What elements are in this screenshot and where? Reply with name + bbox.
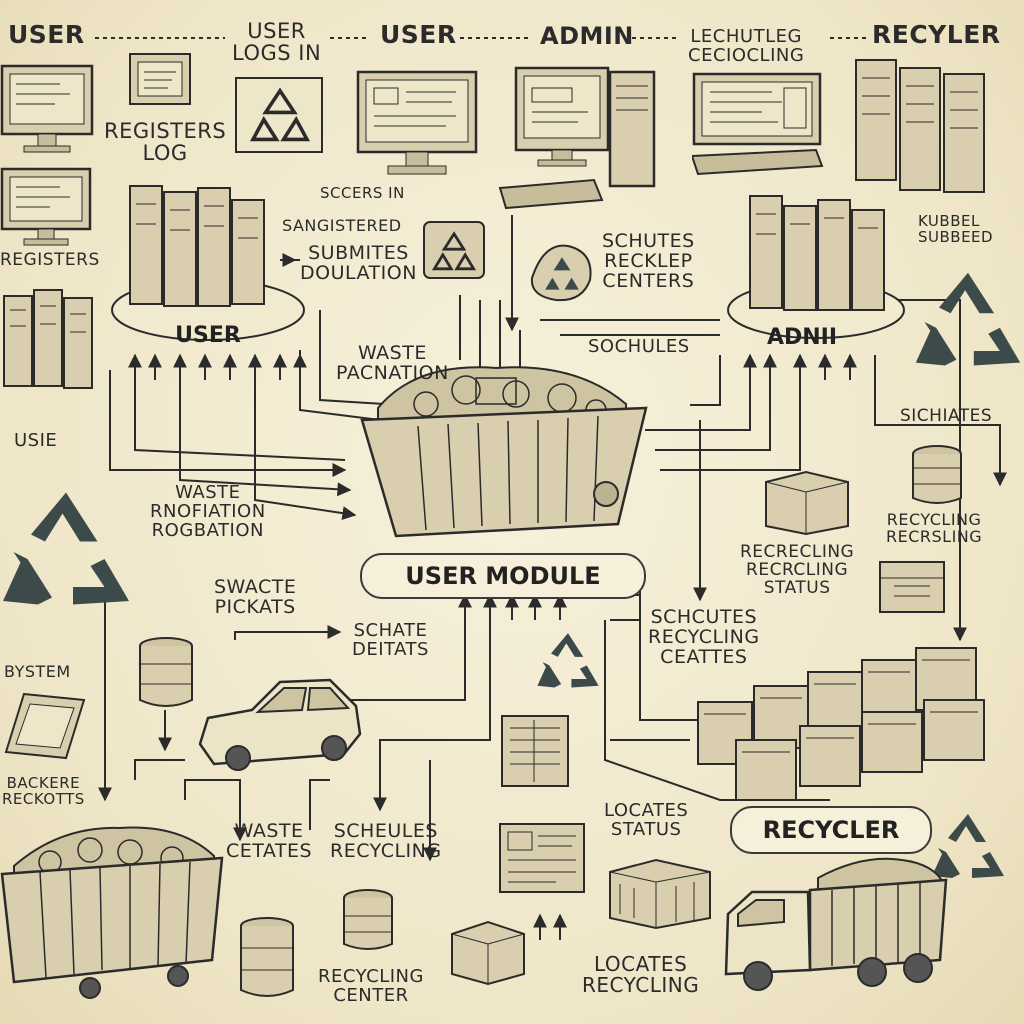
recycle-icon [912,262,1024,378]
hub-user-label: USER [175,323,241,348]
label-registers-log: REGISTERS LOG [104,119,227,166]
label-sochules: SOCHULES [588,336,690,357]
header-user-left: USER [8,20,85,49]
label-scheules-recycling: SCHEULES RECYCLING [330,820,442,862]
server-icon [720,180,906,350]
label-recycling-center: RECYCLING CENTER [318,966,424,1006]
label-waste-cetates: WASTE CETATES [226,820,313,862]
barrel-icon [338,888,398,954]
hub-user: USER [146,316,270,356]
monitor-icon [690,70,828,180]
hub-user-module: USER MODULE [360,553,646,599]
label-system: BYSTEM [4,662,71,681]
label-schcutes-centes: SCHCUTES RECYCLING CEATTES [648,606,760,668]
hub-recycler: RECYCLER [730,806,932,854]
document-icon [498,712,574,792]
label-sangistered: SANGISTERED [282,216,402,235]
recycle-icon [420,218,490,284]
label-schate-deitats: SCHATE DEITATS [352,620,429,660]
server-icon [0,280,100,400]
barrel-icon [908,444,966,508]
header-lechutleg: LECHUTLEG CECIOCLING [688,26,805,66]
crate-icon [760,462,854,536]
server-icon [852,50,1014,200]
computer-icon [498,62,662,212]
recycle-icon [524,238,600,306]
header-admin: ADMIN [540,22,634,50]
car-icon [194,660,366,780]
header-user-logs-in: USER LOGS IN [232,19,322,66]
document-icon [128,52,194,108]
label-swaste-pickats: SWACTE PICKATS [214,576,297,618]
label-waste-rnoflation: WASTE RNOFIATION ROGBATION [150,482,266,541]
cash-stacks-icon [696,630,996,810]
barrel-icon [136,636,196,712]
label-recrecling-status: RECRECLING RECRCLING STATUS [740,542,855,598]
label-recycling-recrsling: RECYCLING RECRSLING [886,510,983,546]
label-usie: USIE [14,430,58,451]
server-icon [108,170,308,350]
label-locates-recycling: LOCATES RECYCLING [582,952,700,997]
header-recycler: RECYLER [872,20,1001,49]
label-schutes-recklep: SCHUTES RECKLEP CENTERS [602,230,695,292]
tablet-icon [4,690,88,762]
label-submits-donation: SUBMITES DOULATION [300,242,417,284]
barrel-icon [236,916,298,1002]
recycle-icon [532,628,604,692]
crate-icon [874,550,952,620]
label-registers: REGISTERS [0,250,100,270]
crate-icon [606,852,714,932]
label-sccers: SCCERS IN [320,184,405,202]
monitor-icon [356,68,480,178]
label-waste-pacnation: WASTE PACNATION [336,342,449,384]
recycle-icon [0,490,138,620]
dumpster-icon [0,806,226,1006]
hub-user-module-label: USER MODULE [405,562,601,590]
label-kubbel-subbeed: KUBBEL SUBBEED [918,212,994,246]
hub-recycler-label: RECYCLER [762,816,900,844]
recycle-icon [234,76,326,156]
label-locates-status: LOCATES STATUS [604,800,689,840]
dumpster-icon [356,348,652,558]
monitor-icon [0,60,96,160]
crate-icon [448,916,528,986]
hub-admin-label: ADNII [766,325,838,350]
label-sichiates: SICHIATES [900,406,993,426]
header-user-mid: USER [380,20,457,49]
truck-icon [722,848,954,1004]
hub-admin: ADNII [740,318,864,358]
monitor-icon [0,165,96,255]
label-backere-reckotts: BACKERE RECKOTTS [2,774,85,808]
document-icon [496,820,588,898]
